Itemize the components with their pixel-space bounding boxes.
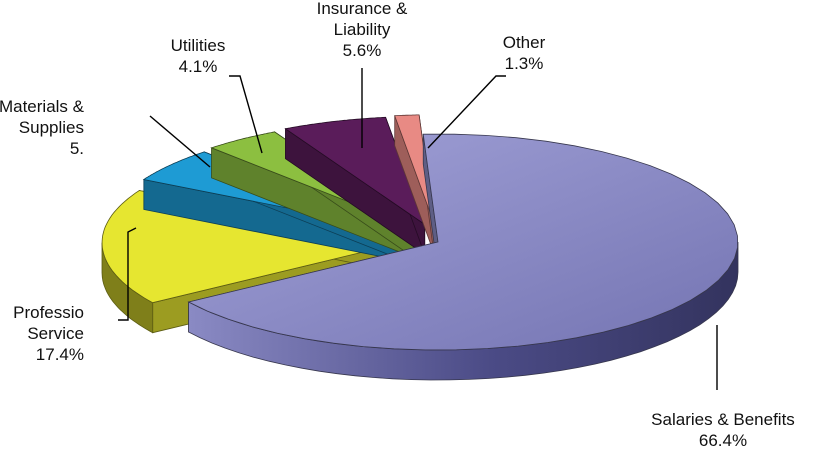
slice-name-label-salaries-benefits-0: Salaries & Benefits	[651, 410, 795, 429]
slice-name-label-insurance-liability-1: Liability	[334, 20, 391, 39]
leader-line-materials-supplies	[149, 115, 211, 168]
slice-name-label-utilities-0: Utilities	[171, 36, 226, 55]
slice-value-label-other: 1.3%	[505, 54, 544, 73]
pie-slices	[101, 114, 739, 381]
slice-name-label-other-0: Other	[503, 33, 546, 52]
leader-line-utilities	[229, 75, 263, 154]
slice-name-label-professio-service-0: Professio	[13, 303, 84, 322]
leader-line-professio-service	[118, 227, 137, 321]
leader-lines	[118, 68, 718, 390]
slice-labels: Salaries & Benefits 66.4% Professio Service…	[0, 0, 795, 450]
slice-name-label-materials-supplies-1: Supplies	[19, 118, 84, 137]
slice-value-label-professio-service: 17.4%	[36, 345, 84, 364]
slice-name-label-materials-supplies-0: Materials &	[0, 97, 85, 116]
slice-value-label-salaries-benefits: 66.4%	[699, 431, 747, 450]
slice-name-label-insurance-liability-0: Insurance &	[317, 0, 408, 18]
slice-value-label-utilities: 4.1%	[179, 57, 218, 76]
pie-slice-salaries-benefits	[187, 133, 739, 381]
slice-value-label-insurance-liability: 5.6%	[343, 41, 382, 60]
slice-name-label-professio-service-1: Service	[27, 324, 84, 343]
slice-value-label-materials-supplies: 5.	[70, 139, 84, 158]
leader-line-other	[427, 75, 506, 149]
